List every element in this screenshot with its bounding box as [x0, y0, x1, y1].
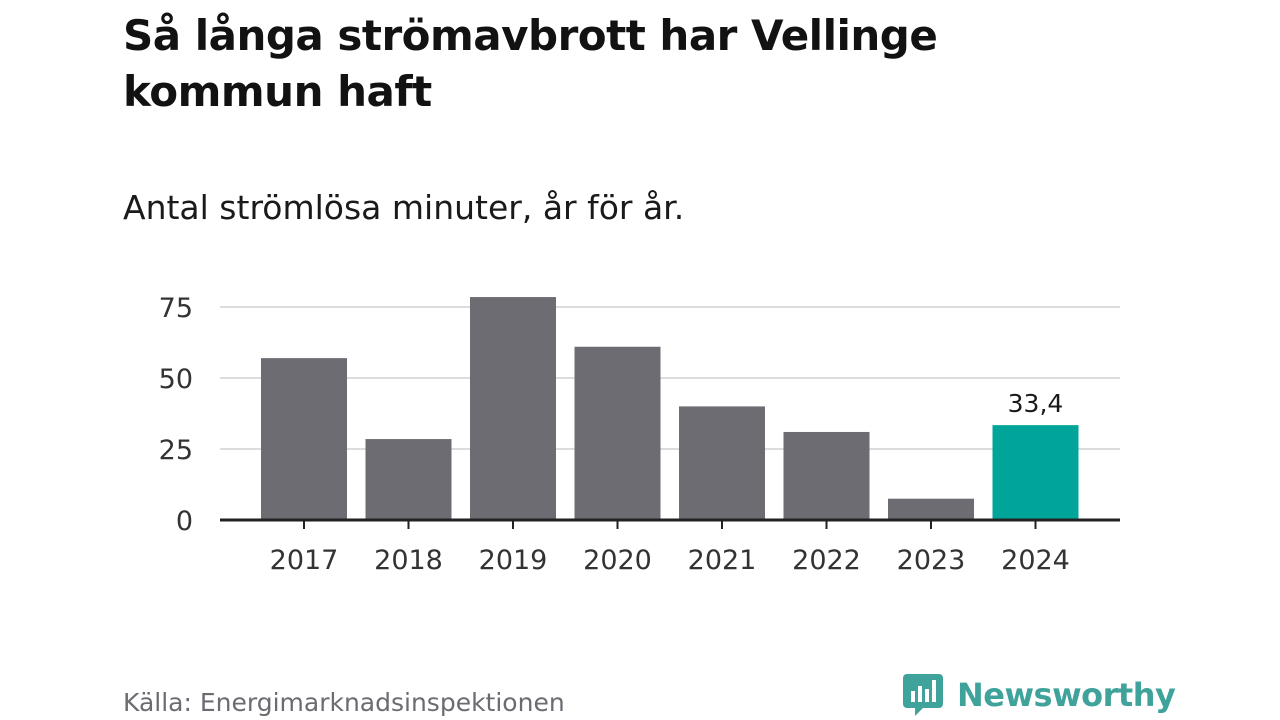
brand-name: Newsworthy	[957, 676, 1176, 714]
y-tick-label: 25	[159, 435, 193, 466]
bar-2020	[574, 346, 661, 520]
x-tick-label: 2018	[374, 545, 443, 576]
bar-2021	[679, 406, 765, 520]
bar-2018	[365, 439, 452, 520]
bar-2017	[261, 358, 347, 520]
chart-subtitle: Antal strömlösa minuter, år för år.	[123, 188, 685, 227]
x-tick-label: 2020	[583, 545, 652, 576]
bar-2019	[470, 297, 556, 520]
x-tick-label: 2023	[897, 545, 966, 576]
source-note: Källa: Energimarknadsinspektionen	[123, 688, 565, 717]
y-tick-label: 0	[176, 506, 193, 537]
x-tick-label: 2019	[479, 545, 548, 576]
y-tick-label: 75	[159, 293, 193, 324]
bar-chart-speech-bubble-icon	[903, 674, 943, 716]
x-tick-label: 2021	[688, 545, 757, 576]
bar-2022	[783, 431, 870, 520]
x-tick-label: 2022	[792, 545, 861, 576]
bar-2023	[888, 498, 974, 520]
y-tick-label: 50	[159, 364, 193, 395]
data-label: 33,4	[1008, 389, 1064, 418]
chart-title: Så långa strömavbrott har Vellinge kommu…	[123, 11, 938, 116]
brand-logo: Newsworthy	[903, 670, 1176, 720]
x-tick-label: 2024	[1001, 545, 1070, 576]
bar-2024	[992, 425, 1079, 520]
x-tick-label: 2017	[270, 545, 339, 576]
